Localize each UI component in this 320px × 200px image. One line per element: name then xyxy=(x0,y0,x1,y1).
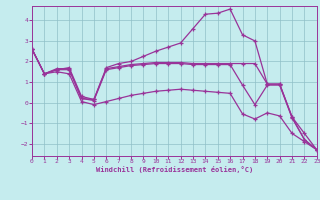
X-axis label: Windchill (Refroidissement éolien,°C): Windchill (Refroidissement éolien,°C) xyxy=(96,166,253,173)
